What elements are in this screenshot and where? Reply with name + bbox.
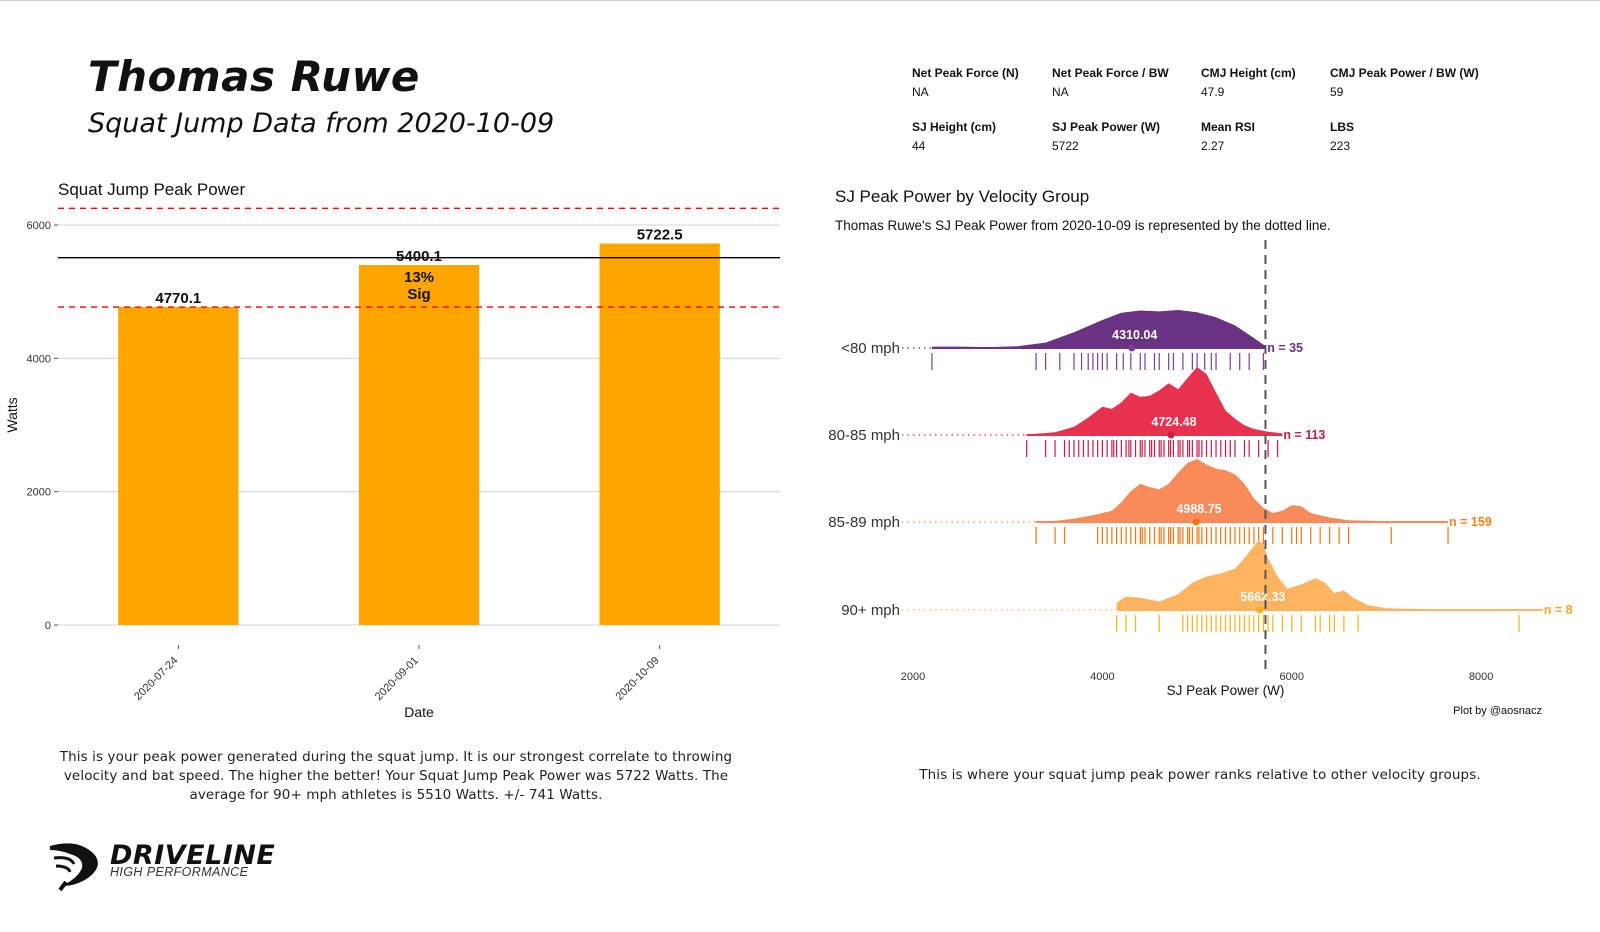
report-subtitle: Squat Jump Data from 2020-10-09 [88,108,555,139]
x-axis-label: SJ Peak Power (W) [1167,683,1285,698]
x-axis-label: Date [404,704,434,720]
stat-label: Mean RSI [1201,120,1256,134]
stat-value: 2.27 [1201,139,1225,153]
bar [599,243,720,625]
mean-point [1256,606,1264,614]
velocity-group-label: 80-85 mph [828,427,900,444]
ridge-group: 85-89 mph 4988.75 n = 159 [828,459,1492,544]
logo-wordmark: DRIVELINE [110,840,276,871]
stat-value: 5722 [1052,139,1079,153]
stat-net-peak-force: Net Peak Force (N) NA [912,66,1019,99]
x-tick-label: 2020-09-01 [373,655,421,703]
significance-label: 13% [404,269,434,286]
y-tick-label: 2000 [27,487,51,499]
stat-label: LBS [1330,120,1354,134]
ridge-group: 80-85 mph 4724.48 n = 113 [828,367,1325,457]
stat-value: 59 [1330,85,1344,99]
y-tick-label: 4000 [27,353,51,365]
bar-chart-caption: This is your peak power generated during… [59,749,733,803]
y-tick-label: 0 [45,620,51,632]
stat-cmj-height: CMJ Height (cm) 47.9 [1201,66,1296,99]
stat-value: 44 [912,139,926,153]
mean-point [1167,431,1175,439]
density-area [1116,540,1543,610]
y-tick-label: 6000 [27,220,51,232]
bar [358,264,480,625]
stat-mean-rsi: Mean RSI 2.27 [1201,120,1255,153]
bar-chart: 0 2000 4000 6000 2020-07-24 2020-09-01 2020-10… [4,207,780,720]
stat-label: CMJ Height (cm) [1201,66,1296,80]
ridge-group: 90+ mph 5662.33 n = 8 [841,540,1573,632]
n-count-label: n = 113 [1283,428,1325,442]
n-count-label: n = 35 [1267,341,1303,355]
significance-label: Sig [407,286,430,303]
n-count-label: n = 159 [1449,515,1492,529]
x-tick-label: 8000 [1469,671,1493,683]
n-count-label: n = 8 [1544,603,1573,617]
stat-value: NA [912,85,929,99]
ridge-group: <80 mph 4310.04 n = 35 [841,310,1303,370]
stat-label: Net Peak Force / BW [1052,66,1169,80]
density-area [1036,459,1449,522]
stat-value: 47.9 [1201,85,1225,99]
ridge-chart: <80 mph 4310.04 n = 35 80-85 mph 4724.48 n = … [828,240,1573,717]
velocity-group-label: 85-89 mph [828,514,900,531]
bar-value-label: 5400.1 [396,248,442,265]
stat-net-peak-force-bw: Net Peak Force / BW NA [1052,66,1169,99]
mean-label: 5662.33 [1240,590,1285,604]
stat-lbs: LBS 223 [1330,120,1354,153]
wing-logo-icon [50,843,98,892]
stat-label: SJ Height (cm) [912,120,997,134]
plot-credit: Plot by @aosnacz [1453,705,1542,717]
stat-value: NA [1052,85,1069,99]
mean-label: 4988.75 [1176,502,1221,516]
mean-point [1128,344,1136,352]
athlete-name: Thomas Ruwe [88,52,420,101]
stat-sj-height: SJ Height (cm) 44 [912,120,996,153]
density-area [1026,367,1283,435]
density-area [931,310,1267,348]
ridge-chart-subtitle: Thomas Ruwe's SJ Peak Power from 2020-10… [835,218,1331,233]
mean-label: 4724.48 [1151,415,1196,429]
bar-chart-title: Squat Jump Peak Power [58,180,246,199]
bar [118,306,239,625]
logo-tagline: HIGH PERFORMANCE [110,865,249,879]
bar-value-label: 4770.1 [155,290,201,307]
stat-label: CMJ Peak Power / BW (W) [1330,66,1479,80]
x-tick-label: 6000 [1280,671,1304,683]
x-tick-label: 4000 [1090,671,1114,683]
stat-value: 223 [1330,139,1351,153]
stats-grid: Net Peak Force (N) NA Net Peak Force / B… [912,66,1552,166]
x-tick-label: 2020-10-09 [614,655,662,703]
velocity-group-label: 90+ mph [841,602,900,619]
mean-point [1192,518,1200,526]
ridge-chart-title: SJ Peak Power by Velocity Group [835,187,1090,206]
top-border [0,0,1600,1]
mean-label: 4310.04 [1112,328,1157,342]
stat-label: SJ Peak Power (W) [1052,120,1161,134]
stat-sj-peak-power: SJ Peak Power (W) 5722 [1052,120,1160,153]
stat-cmj-peak-power-bw: CMJ Peak Power / BW (W) 59 [1330,66,1479,99]
x-tick-label: 2020-07-24 [132,655,180,703]
stat-label: Net Peak Force (N) [912,66,1019,80]
y-axis-label: Watts [4,397,20,432]
bar-value-label: 5722.5 [637,227,683,244]
velocity-group-label: <80 mph [841,340,900,357]
ridge-chart-caption: This is where your squat jump peak power… [919,767,1481,783]
x-tick-label: 2000 [901,671,925,683]
driveline-logo: DRIVELINE HIGH PERFORMANCE [48,840,288,896]
